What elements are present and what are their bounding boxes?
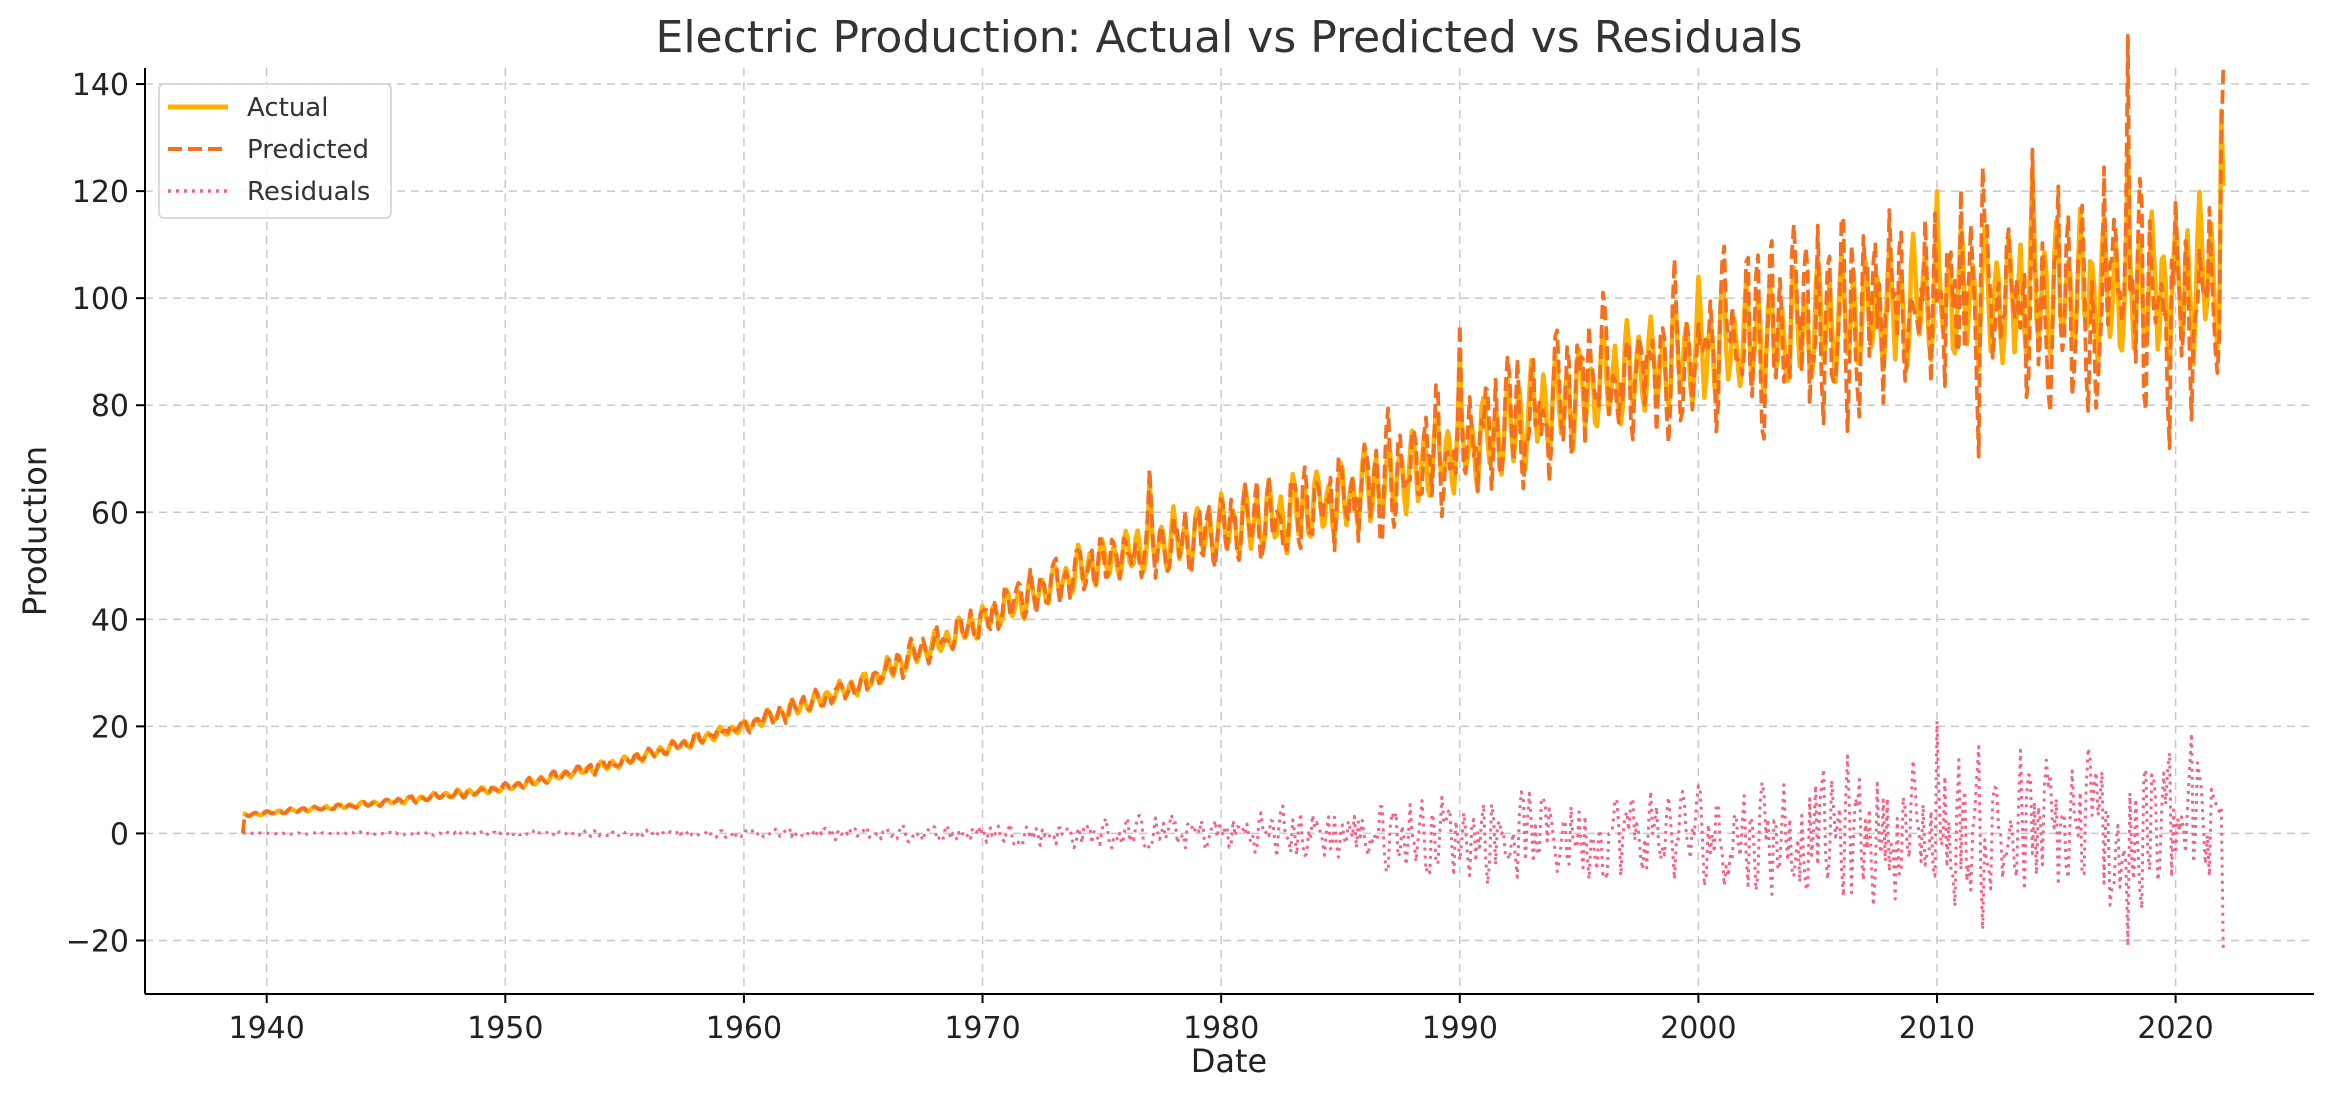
legend-label-actual: Actual — [247, 93, 328, 123]
series-line-residuals — [242, 719, 2225, 952]
y-axis-label: Production — [16, 446, 54, 616]
legend-box — [158, 83, 392, 219]
y-tick-label: −20 — [66, 924, 129, 959]
x-tick-label: 1940 — [229, 1011, 305, 1046]
x-tick-label: 1990 — [1422, 1011, 1498, 1046]
y-tick-label: 120 — [72, 175, 129, 210]
series-layer — [240, 34, 2226, 952]
y-tick-label: 0 — [110, 817, 129, 852]
y-tick-label: 100 — [72, 282, 129, 317]
x-tick-label: 2010 — [1899, 1011, 1975, 1046]
x-tick-label: 2020 — [2137, 1011, 2213, 1046]
y-tick-label: 80 — [91, 389, 129, 424]
x-tick-label: 1950 — [467, 1011, 543, 1046]
x-tick-label: 1960 — [706, 1011, 782, 1046]
y-tick-label: 60 — [91, 496, 129, 531]
x-tick-label: 1980 — [1183, 1011, 1259, 1046]
x-axis-label: Date — [1191, 1042, 1267, 1080]
x-ticks: 1940 1950 1960 1970 1980 1990 2000 2010 2020 — [229, 994, 2214, 1046]
series-line-predicted — [240, 34, 2226, 834]
y-ticks: −20 0 20 40 60 80 100 120 140 — [66, 68, 145, 959]
y-tick-label: 40 — [91, 603, 129, 638]
x-tick-label: 2000 — [1660, 1011, 1736, 1046]
y-tick-label: 20 — [91, 710, 129, 745]
legend-label-residuals: Residuals — [247, 177, 370, 207]
legend-label-predicted: Predicted — [247, 135, 369, 165]
legend: Actual Predicted Residuals — [158, 83, 392, 219]
chart-title: Electric Production: Actual vs Predicted… — [656, 12, 1803, 63]
x-tick-label: 1970 — [944, 1011, 1020, 1046]
y-tick-label: 140 — [72, 68, 129, 103]
